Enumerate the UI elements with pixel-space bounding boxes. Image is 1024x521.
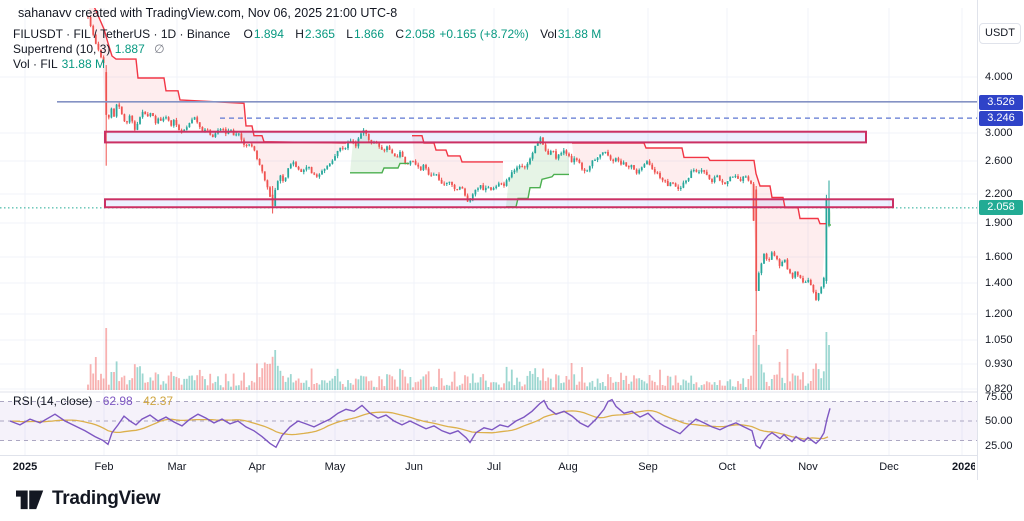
low-label: L xyxy=(346,27,353,41)
rsi-line xyxy=(9,398,831,450)
price-tick: 1.900 xyxy=(985,217,1013,229)
watermark-text: sahanavv created with TradingView.com, N… xyxy=(18,6,398,20)
date-tick-Jun: Jun xyxy=(405,461,423,473)
close-label: C xyxy=(395,27,405,41)
price-tick: 2.200 xyxy=(985,188,1013,200)
price-tick: 3.000 xyxy=(985,127,1013,139)
price-pane xyxy=(0,8,977,390)
volume-indicator-value: 31.88 M xyxy=(61,57,105,71)
volume-indicator-title[interactable]: Vol · FIL xyxy=(13,57,58,71)
date-tick-Sep: Sep xyxy=(638,461,658,473)
date-tick-May: May xyxy=(324,461,346,473)
symbol-legend-row[interactable]: FILUSDT · FIL / TetherUS · 1D · Binance … xyxy=(13,27,601,41)
date-tick-Oct: Oct xyxy=(718,461,736,473)
high-label: H xyxy=(295,27,304,41)
rsi-legend-row[interactable]: RSI (14, close) 62.98 42.37 xyxy=(13,394,173,408)
date-tick-Aug: Aug xyxy=(558,461,578,473)
price-tick: 2.600 xyxy=(985,155,1013,167)
tradingview-logo-icon xyxy=(16,490,44,510)
low-value: 1.866 xyxy=(353,27,385,41)
supertrend-legend-row[interactable]: Supertrend (10, 3) 1.887 ∅ xyxy=(13,42,165,56)
date-tick-Jul: Jul xyxy=(486,461,502,473)
rsi-value: 62.98 xyxy=(102,394,133,408)
volume-value: 31.88 M xyxy=(557,27,602,41)
price-axis[interactable]: 4.000 3.000 2.600 2.200 1.900 1.600 1.400 1.200… xyxy=(977,0,1024,480)
tradingview-logo-text: TradingView xyxy=(52,488,161,509)
date-tick-Apr: Apr xyxy=(248,461,266,473)
date-tick-Nov: Nov xyxy=(798,461,818,473)
price-tick: 0.820 xyxy=(985,383,1013,395)
rsi-title[interactable]: RSI (14, close) xyxy=(13,394,93,408)
close-value: 2.058 xyxy=(405,27,436,41)
price-tick: 1.600 xyxy=(985,251,1013,263)
rsi-pane xyxy=(0,398,977,450)
supertrend-value: 1.887 xyxy=(114,42,145,56)
date-tick-2025: 2025 xyxy=(12,461,38,473)
volume-series xyxy=(87,328,830,390)
price-tick: 1.050 xyxy=(985,334,1013,346)
rsi-ma-value: 42.37 xyxy=(143,394,174,408)
volume-legend-row[interactable]: Vol · FIL 31.88 M xyxy=(13,57,105,71)
rsi-tick: 75.00 xyxy=(985,391,1013,403)
high-value: 2.365 xyxy=(304,27,335,41)
date-tick-Dec: Dec xyxy=(879,461,899,473)
rsi-tick: 50.00 xyxy=(985,415,1013,427)
change-value: +0.165 (+8.72%) xyxy=(439,27,529,41)
open-label: O xyxy=(243,27,253,41)
supertrend-title[interactable]: Supertrend (10, 3) xyxy=(13,42,111,56)
rsi-ma-line xyxy=(11,409,829,440)
date-axis[interactable]: 2025 Feb Mar Apr May Jun Jul Aug Sep Oct Nov Dec 202… xyxy=(0,455,1024,481)
price-tick: 0.930 xyxy=(985,358,1013,370)
price-tick: 4.000 xyxy=(985,71,1013,83)
date-tick-Feb: Feb xyxy=(94,461,114,473)
open-value: 1.894 xyxy=(253,27,284,41)
gridlines xyxy=(0,8,977,455)
hidden-values-icon[interactable]: ∅ xyxy=(154,42,165,56)
symbol-title[interactable]: FILUSDT · FIL / TetherUS · 1D · Binance xyxy=(13,27,231,41)
price-tag-3.526: 3.526 xyxy=(979,94,1023,110)
rsi-tick: 25.00 xyxy=(985,440,1013,452)
price-tag-3.246: 3.246 xyxy=(979,110,1023,126)
tradingview-logo[interactable]: TradingView xyxy=(16,486,161,512)
currency-toggle-button[interactable]: USDT xyxy=(979,23,1021,44)
date-tick-2026: 2026 xyxy=(952,461,975,473)
volume-label: Vol xyxy=(540,27,557,41)
price-tag-2.058: 2.058 xyxy=(979,199,1023,215)
price-tick: 1.200 xyxy=(985,308,1013,320)
price-tick: 1.400 xyxy=(985,277,1013,289)
date-tick-Mar: Mar xyxy=(167,461,187,473)
